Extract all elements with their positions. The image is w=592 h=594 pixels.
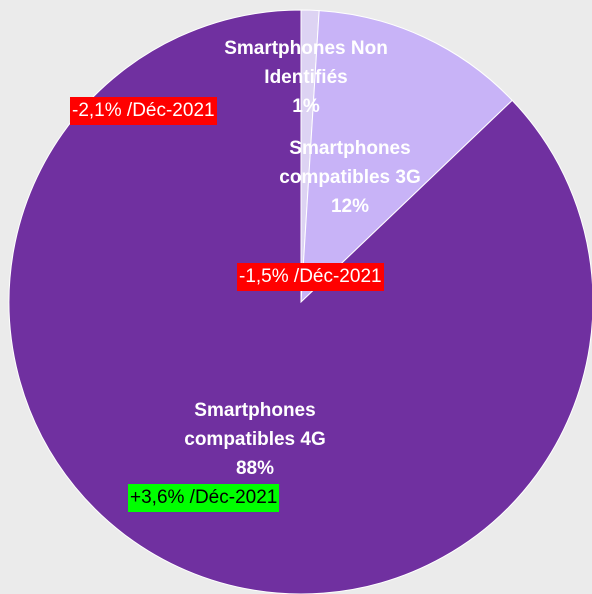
annotation: +3,6% /Déc-2021: [128, 484, 280, 512]
value-label: 12%: [330, 196, 370, 217]
data-label: Smartphones compatibles 3G 12%: [263, 134, 438, 221]
category-label: Smartphones compatibles 3G: [279, 138, 421, 188]
pie-slice: [300, 10, 513, 304]
category-label: Smartphones compatibles 4G: [184, 400, 326, 450]
annotation: -1,5% /Déc-2021: [237, 263, 384, 291]
data-label: Smartphones Non Identifiés 1%: [211, 34, 401, 121]
value-label: 88%: [235, 458, 275, 479]
category-label: Smartphones Non Identifiés: [224, 38, 388, 88]
value-label: 1%: [292, 96, 320, 117]
annotation: -2,1% /Déc-2021: [70, 97, 217, 125]
data-label: Smartphones compatibles 4G 88%: [153, 396, 358, 483]
